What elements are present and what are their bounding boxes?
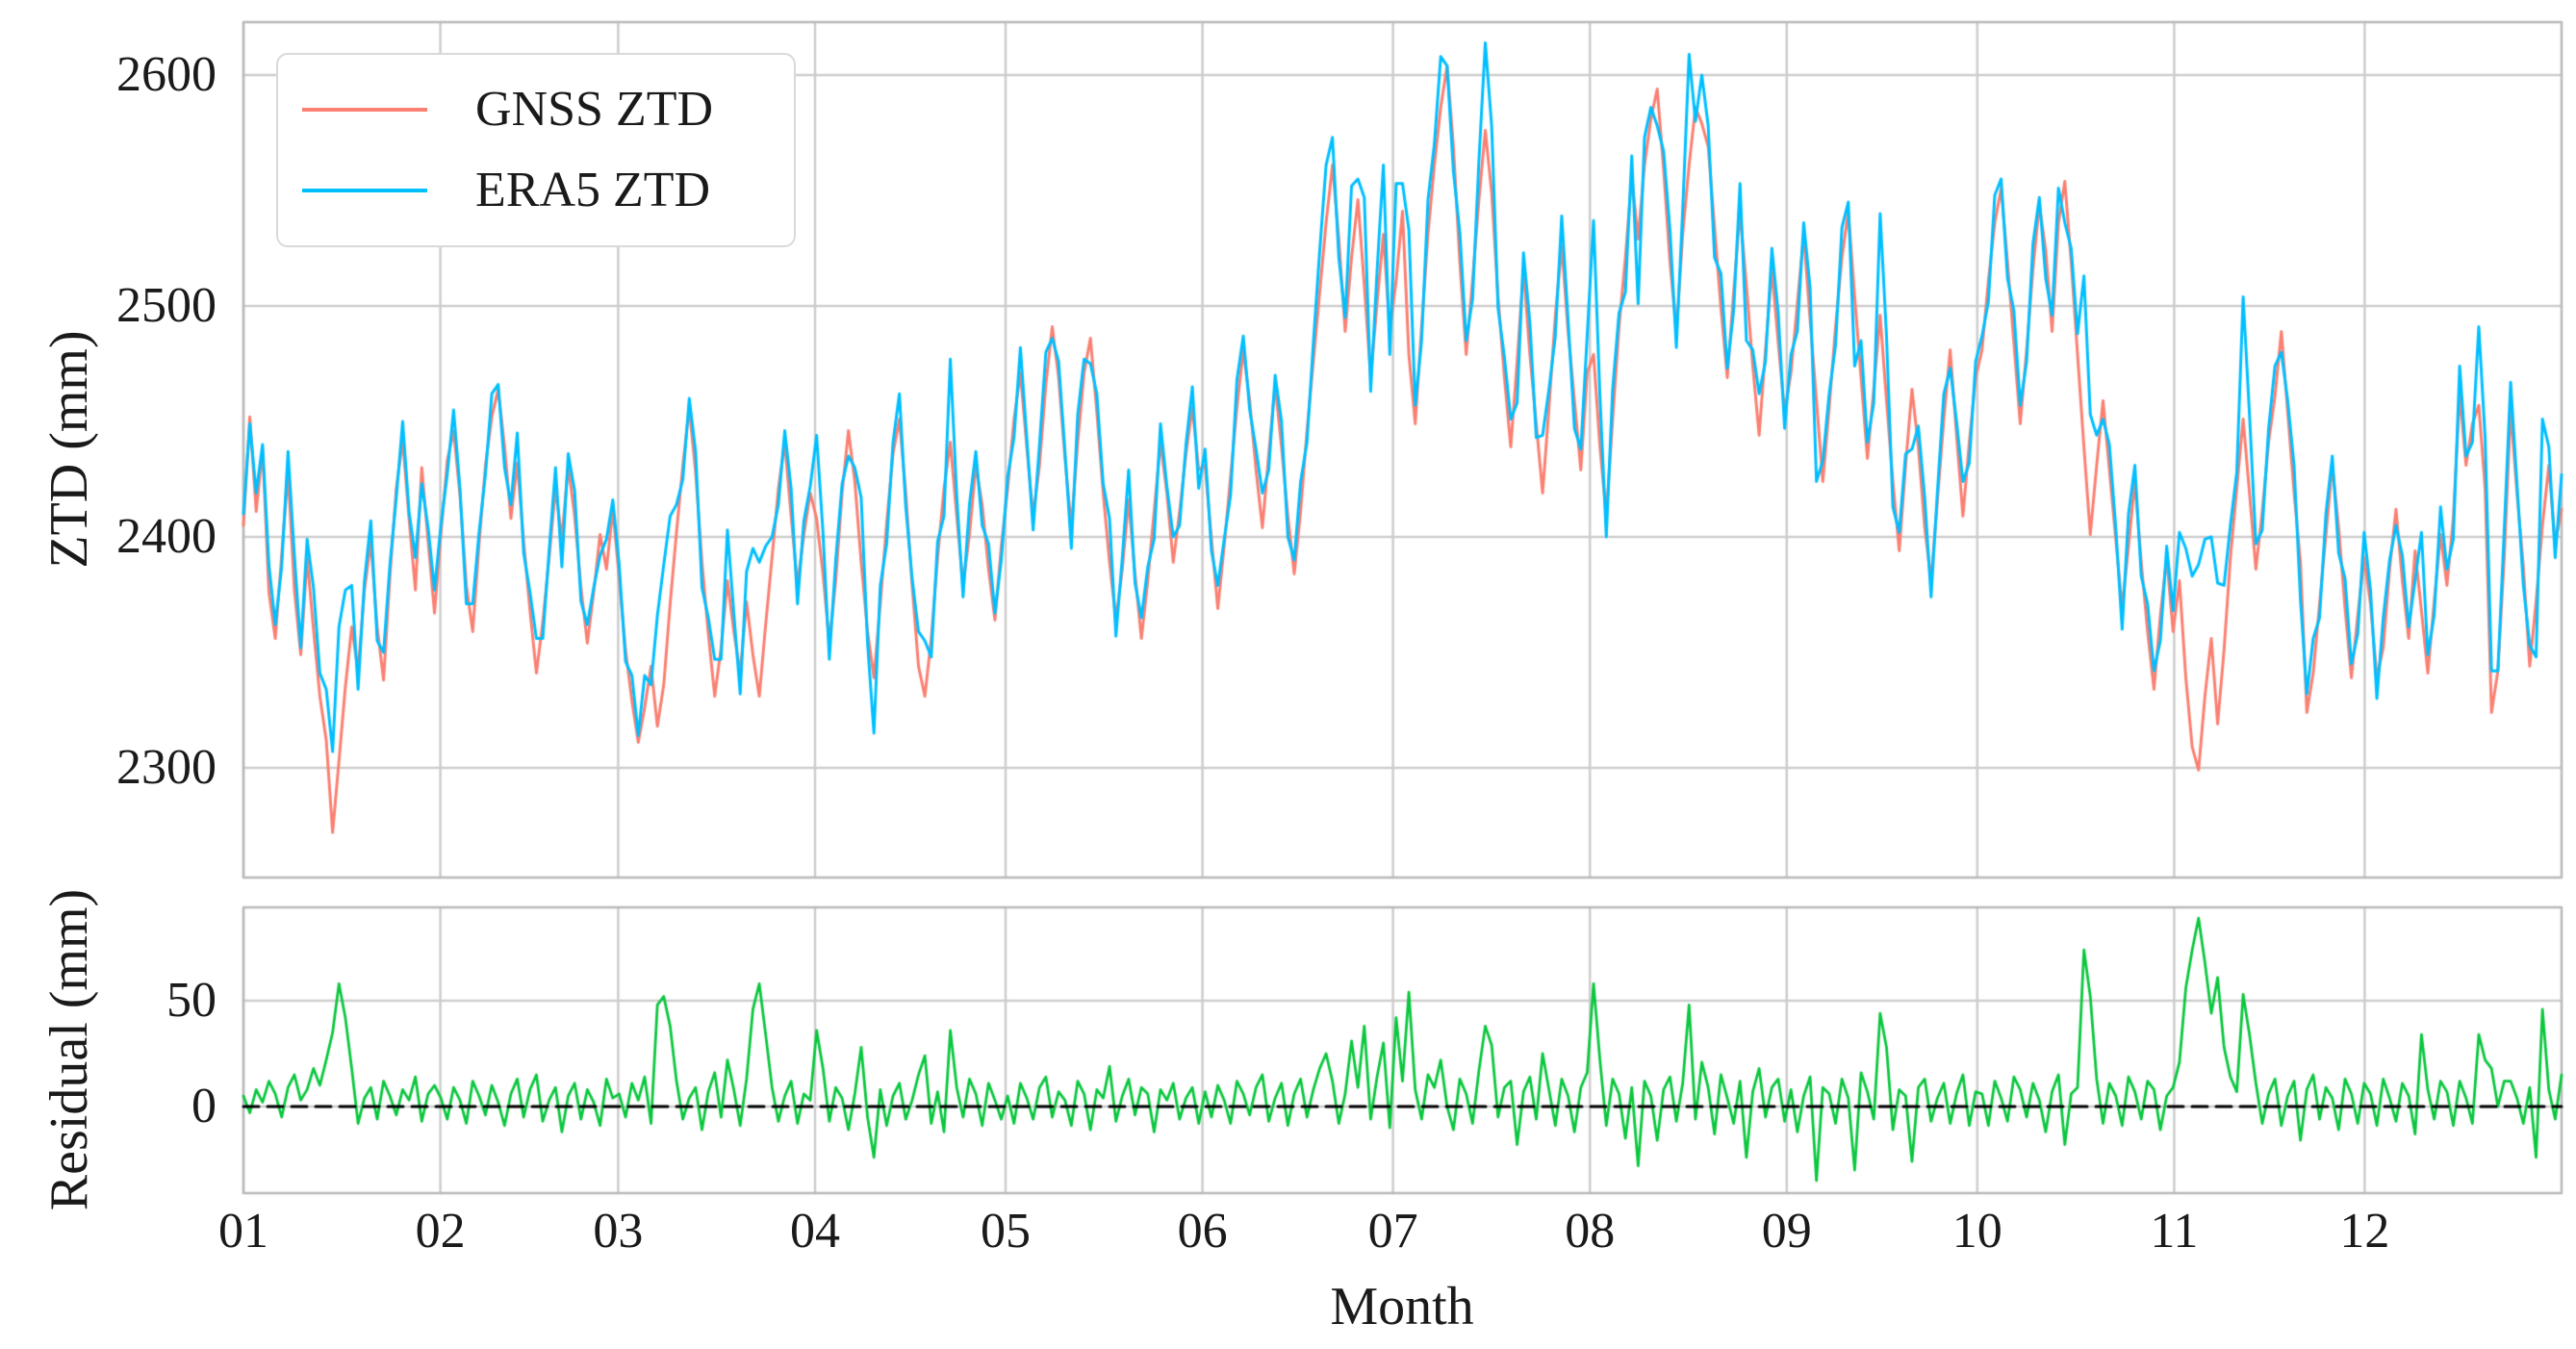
x-tick-label: 08 (1565, 1204, 1616, 1259)
x-tick-label: 01 (218, 1204, 268, 1259)
x-tick-label: 07 (1367, 1204, 1418, 1259)
x-tick-label: 11 (2150, 1204, 2199, 1259)
top-y-axis-label: ZTD (mm) (39, 330, 99, 569)
y-tick-label: 2600 (116, 47, 217, 102)
gnss-line-swatch (302, 107, 427, 112)
legend-item-era5: ERA5 ZTD (302, 164, 794, 217)
legend-label-era5: ERA5 ZTD (475, 163, 711, 218)
x-tick-label: 10 (1951, 1204, 2002, 1259)
x-tick-label: 02 (415, 1204, 466, 1259)
x-tick-label: 06 (1177, 1204, 1228, 1259)
x-tick-label: 03 (593, 1204, 644, 1259)
x-tick-label: 04 (790, 1204, 840, 1259)
bottom-y-axis-label: Residual (mm) (39, 888, 99, 1211)
legend-item-gnss: GNSS ZTD (302, 81, 794, 137)
x-tick-label: 05 (981, 1204, 1031, 1259)
y-tick-label: 2400 (116, 509, 217, 564)
y-tick-label: 50 (166, 973, 217, 1028)
y-tick-label: 0 (191, 1079, 217, 1133)
y-tick-label: 2500 (116, 278, 217, 333)
legend: GNSS ZTD ERA5 ZTD (276, 53, 796, 247)
x-axis-label: Month (1330, 1277, 1474, 1336)
x-tick-label: 12 (2339, 1204, 2390, 1259)
y-tick-label: 2300 (116, 740, 217, 795)
x-tick-label: 09 (1761, 1204, 1812, 1259)
era5-line-swatch (302, 189, 427, 193)
legend-label-gnss: GNSS ZTD (475, 81, 714, 137)
